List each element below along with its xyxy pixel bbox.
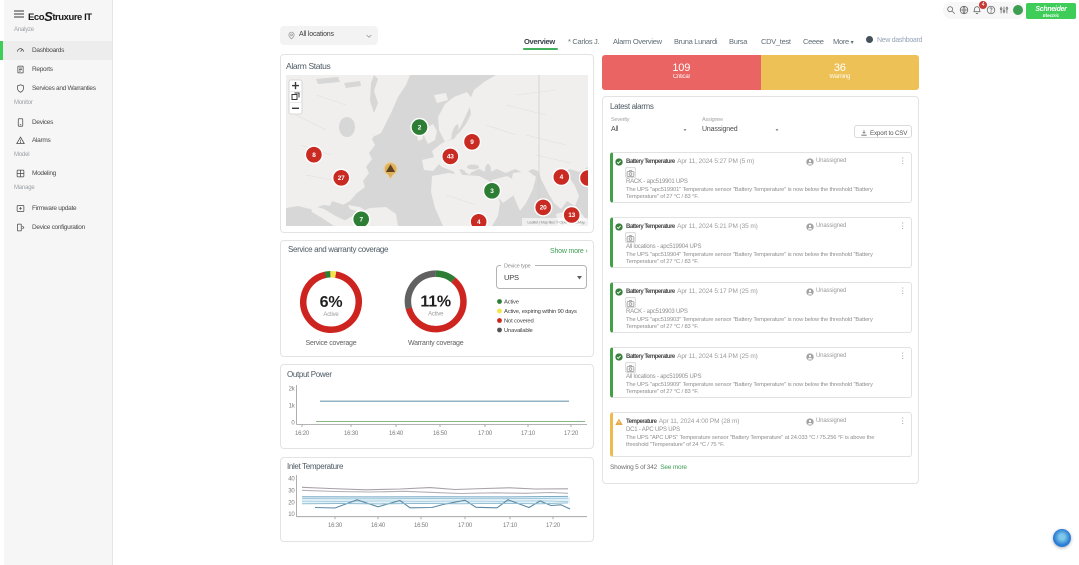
- svg-text:Active: Active: [504, 300, 520, 306]
- svg-text:4: 4: [477, 219, 481, 226]
- svg-text:17:20: 17:20: [546, 523, 561, 529]
- svg-text:30: 30: [288, 489, 295, 495]
- svg-text:16:30: 16:30: [328, 523, 343, 529]
- svg-text:Active: Active: [428, 311, 444, 317]
- svg-text:20: 20: [540, 205, 547, 212]
- svg-text:2: 2: [418, 124, 422, 131]
- svg-text:16:40: 16:40: [371, 523, 386, 529]
- svg-text:6%: 6%: [320, 294, 343, 311]
- svg-text:17:20: 17:20: [564, 431, 579, 437]
- svg-text:Active, expiring within 90 day: Active, expiring within 90 days: [504, 309, 577, 315]
- svg-text:Not covered: Not covered: [504, 319, 534, 325]
- svg-text:16:20: 16:20: [295, 431, 310, 437]
- svg-text:16:50: 16:50: [433, 431, 448, 437]
- svg-text:Warranty coverage: Warranty coverage: [408, 340, 464, 347]
- svg-text:27: 27: [338, 175, 345, 182]
- svg-text:0: 0: [291, 421, 295, 427]
- svg-text:20: 20: [288, 501, 295, 507]
- svg-text:16:40: 16:40: [389, 431, 404, 437]
- svg-text:UPS: UPS: [504, 273, 519, 282]
- svg-text:11%: 11%: [420, 293, 451, 310]
- svg-text:Leaflet | Map tiles © OpenStre: Leaflet | Map tiles © OpenStreetMap: [527, 220, 586, 225]
- svg-text:Unavailable: Unavailable: [504, 328, 534, 334]
- svg-text:17:10: 17:10: [521, 431, 536, 437]
- svg-text:17:00: 17:00: [458, 523, 473, 529]
- svg-text:43: 43: [447, 154, 454, 161]
- svg-text:10: 10: [288, 512, 295, 518]
- svg-text:16:30: 16:30: [344, 431, 359, 437]
- svg-text:Device type: Device type: [504, 264, 531, 270]
- svg-text:Active: Active: [323, 312, 339, 318]
- svg-text:7: 7: [359, 217, 363, 224]
- svg-text:9: 9: [470, 139, 474, 146]
- svg-text:17:00: 17:00: [478, 431, 493, 437]
- svg-text:40: 40: [288, 477, 295, 483]
- svg-text:8: 8: [312, 152, 316, 159]
- svg-text:13: 13: [568, 212, 575, 219]
- svg-text:16:50: 16:50: [414, 523, 429, 529]
- svg-text:2k: 2k: [289, 387, 296, 393]
- svg-text:17:10: 17:10: [503, 523, 518, 529]
- svg-text:Service coverage: Service coverage: [306, 340, 357, 347]
- svg-text:3: 3: [490, 188, 494, 195]
- svg-text:1k: 1k: [289, 404, 296, 410]
- svg-text:4: 4: [560, 174, 564, 181]
